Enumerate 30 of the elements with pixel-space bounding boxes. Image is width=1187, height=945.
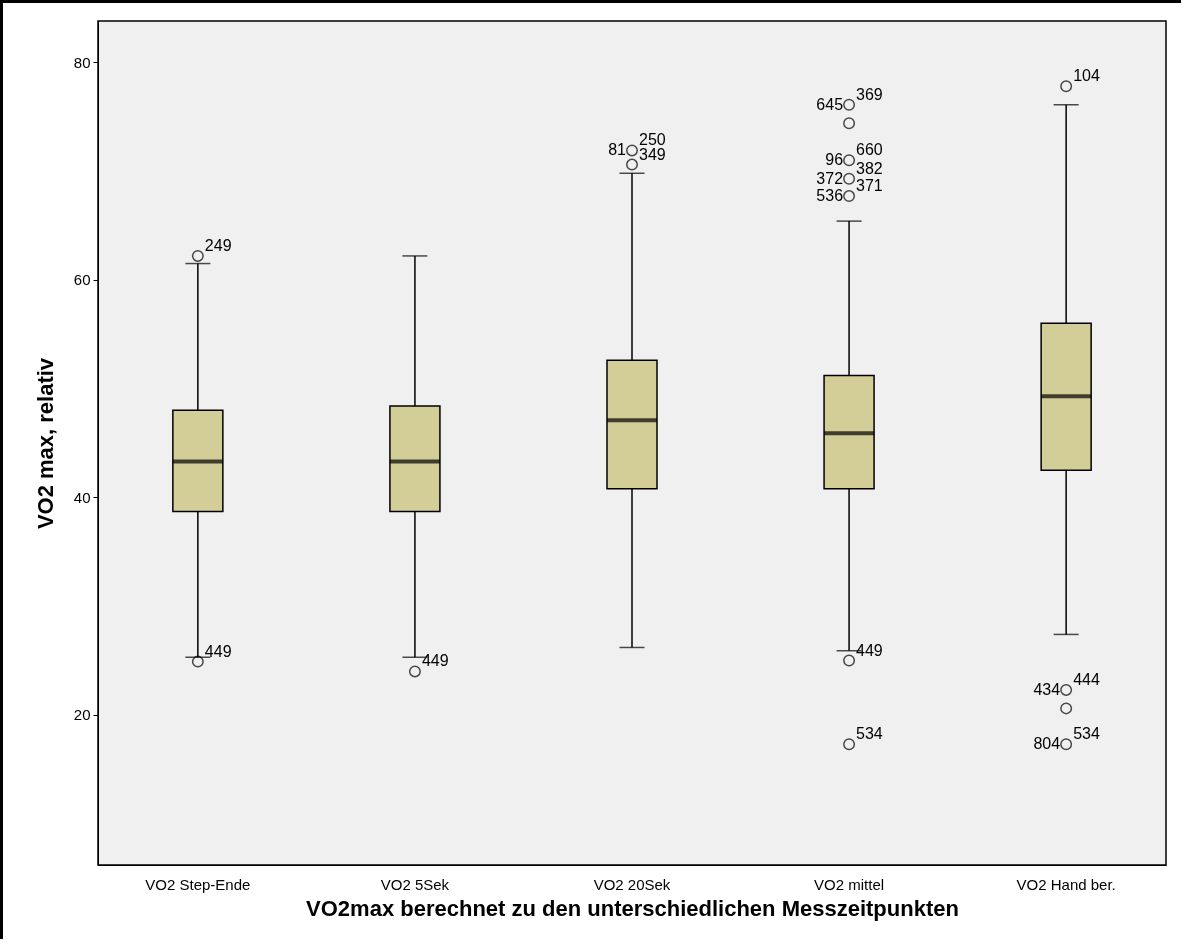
annotation: 249 (204, 236, 232, 254)
y-axis-title: VO2 max, relativ (32, 357, 58, 530)
annotation: 96 (825, 151, 844, 169)
x-tick-label: VO2 5Sek (380, 875, 450, 893)
annotation: 534 (856, 725, 883, 743)
x-tick-label: VO2 Step-Ende (145, 875, 251, 893)
annotation: 372 (816, 169, 844, 187)
annotation: 81 (608, 141, 627, 159)
x-tick-label: VO2 Hand ber. (1016, 875, 1116, 893)
annotation: 444 (1073, 670, 1100, 688)
annotation: 449 (856, 641, 883, 659)
x-tick-label: VO2 20Sek (593, 875, 671, 893)
y-tick-label: 60 (73, 271, 91, 289)
annotation: 449 (421, 652, 449, 670)
annotation: 534 (1073, 725, 1100, 743)
x-tick-label: VO2 mittel (814, 875, 885, 893)
annotation: 434 (1033, 680, 1061, 698)
annotation: 104 (1073, 67, 1100, 85)
annotation: 804 (1033, 735, 1061, 753)
annotation: 371 (856, 177, 883, 195)
y-tick-label: 20 (73, 706, 91, 724)
x-axis-title: VO2max berechnet zu den unterschiedlichen Messzeitpunkten (306, 895, 959, 921)
annotation: 382 (856, 159, 883, 177)
annotation: 449 (204, 642, 232, 660)
annotation: 660 (856, 141, 883, 159)
y-tick-label: 40 (73, 488, 91, 506)
annotation: 369 (856, 85, 883, 103)
y-tick-label: 80 (73, 53, 91, 71)
annotation: 536 (816, 187, 844, 205)
annotation: 645 (816, 95, 844, 113)
